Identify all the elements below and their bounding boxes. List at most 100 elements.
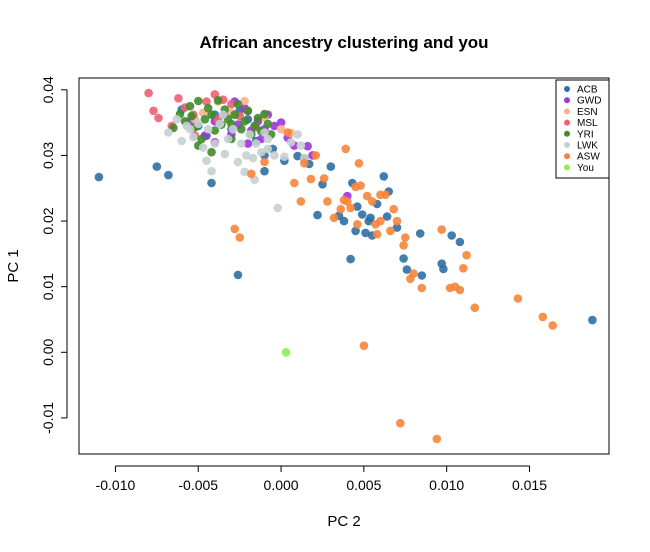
data-point-yri (210, 126, 220, 135)
data-point-asw (311, 151, 321, 160)
data-point-yri (213, 96, 223, 105)
legend-label-msl: MSL (577, 118, 598, 129)
data-point-acb (415, 229, 425, 238)
data-point-acb (339, 216, 349, 226)
data-point-acb (399, 254, 408, 263)
data-point-acb (392, 223, 402, 232)
legend-marker-acb (564, 86, 570, 92)
data-point-asw (399, 241, 408, 250)
legend-marker-esn (564, 108, 570, 115)
y-tick-label: 0.01 (40, 273, 56, 300)
data-point-asw (396, 418, 405, 428)
data-point-lwk (286, 138, 296, 147)
data-point-lwk (237, 139, 246, 148)
data-point-acb (402, 265, 412, 274)
data-point-lwk (207, 166, 216, 176)
data-point-asw (260, 157, 269, 167)
data-point-yri (185, 101, 195, 111)
legend-marker-lwk (564, 142, 570, 148)
data-point-asw (462, 250, 471, 260)
data-point-acb (447, 231, 457, 240)
legend-marker-you (564, 164, 570, 171)
y-axis: -0.01 0.00 0.01 0.02 0.03 0.04 (40, 76, 68, 434)
data-point-asw (409, 269, 418, 278)
data-point-asw (247, 169, 256, 179)
data-point-lwk (293, 130, 302, 139)
data-point-acb (152, 162, 162, 171)
data-point-acb (313, 210, 322, 220)
data-point-acb (417, 271, 427, 280)
data-point-acb (357, 210, 367, 219)
data-point-lwk (185, 124, 195, 134)
data-point-asw (336, 204, 346, 214)
legend-marker-yri (564, 130, 570, 137)
data-point-yri (253, 113, 263, 123)
data-point-lwk (172, 115, 181, 124)
x-tick-label: -0.010 (96, 477, 136, 493)
data-point-yri (200, 115, 210, 124)
data-point-asw (389, 204, 399, 214)
data-point-acb (260, 166, 269, 176)
data-point-lwk (233, 157, 243, 167)
data-point-lwk (273, 203, 283, 213)
data-point-asw (230, 224, 239, 234)
data-point-acb (94, 172, 104, 182)
data-point-yri (243, 106, 253, 116)
data-point-lwk (189, 132, 198, 142)
data-point-asw (455, 285, 465, 295)
data-point-acb (207, 178, 216, 188)
data-point-asw (376, 216, 385, 226)
data-point-msl (174, 94, 183, 103)
data-point-asw (548, 321, 557, 330)
data-point-yri (207, 110, 216, 119)
x-axis-label: PC 2 (327, 513, 360, 530)
data-point-asw (306, 174, 316, 184)
data-point-lwk (218, 110, 228, 119)
data-point-asw (459, 264, 468, 273)
data-point-asw (341, 144, 351, 154)
data-point-asw (367, 197, 377, 206)
data-point-lwk (263, 144, 273, 154)
data-point-asw (437, 225, 447, 234)
data-point-acb (366, 213, 375, 223)
data-point-msl (144, 88, 153, 98)
data-point-yri (250, 121, 259, 131)
x-tick-label: 0.005 (346, 477, 381, 493)
x-axis: -0.010 -0.005 0.000 0.005 0.010 0.015 (96, 465, 547, 493)
data-point-lwk (164, 128, 173, 137)
plot-frame (78, 77, 610, 455)
series-acb (94, 105, 597, 325)
data-point-lwk (215, 119, 225, 129)
data-point-acb (361, 228, 370, 238)
data-point-esn (240, 96, 249, 106)
data-point-asw (319, 174, 329, 183)
legend-box (555, 79, 610, 179)
data-point-asw (513, 294, 523, 303)
data-point-acb (588, 315, 597, 325)
y-axis-label: PC 1 (5, 249, 22, 282)
legend-label-you: You (577, 163, 594, 174)
data-point-lwk (240, 167, 249, 177)
data-point-asw (329, 213, 339, 223)
data-point-lwk (228, 124, 238, 134)
y-tick-label: 0.02 (40, 207, 56, 234)
data-point-asw (538, 312, 548, 322)
x-tick-label: -0.005 (178, 477, 218, 493)
legend-marker-gwd (564, 97, 570, 104)
data-point-lwk (251, 139, 261, 148)
legend-marker-asw (564, 153, 570, 160)
data-point-gwd (276, 118, 286, 127)
data-points (94, 88, 597, 444)
data-point-asw (417, 283, 427, 293)
data-point-lwk (203, 124, 213, 134)
data-point-msl (202, 97, 211, 106)
legend-label-asw: ASW (577, 152, 600, 163)
y-tick-label: -0.01 (40, 402, 56, 434)
data-point-acb (326, 162, 336, 171)
data-point-lwk (223, 134, 233, 144)
data-point-yri (230, 110, 239, 119)
data-point-asw (353, 220, 362, 229)
